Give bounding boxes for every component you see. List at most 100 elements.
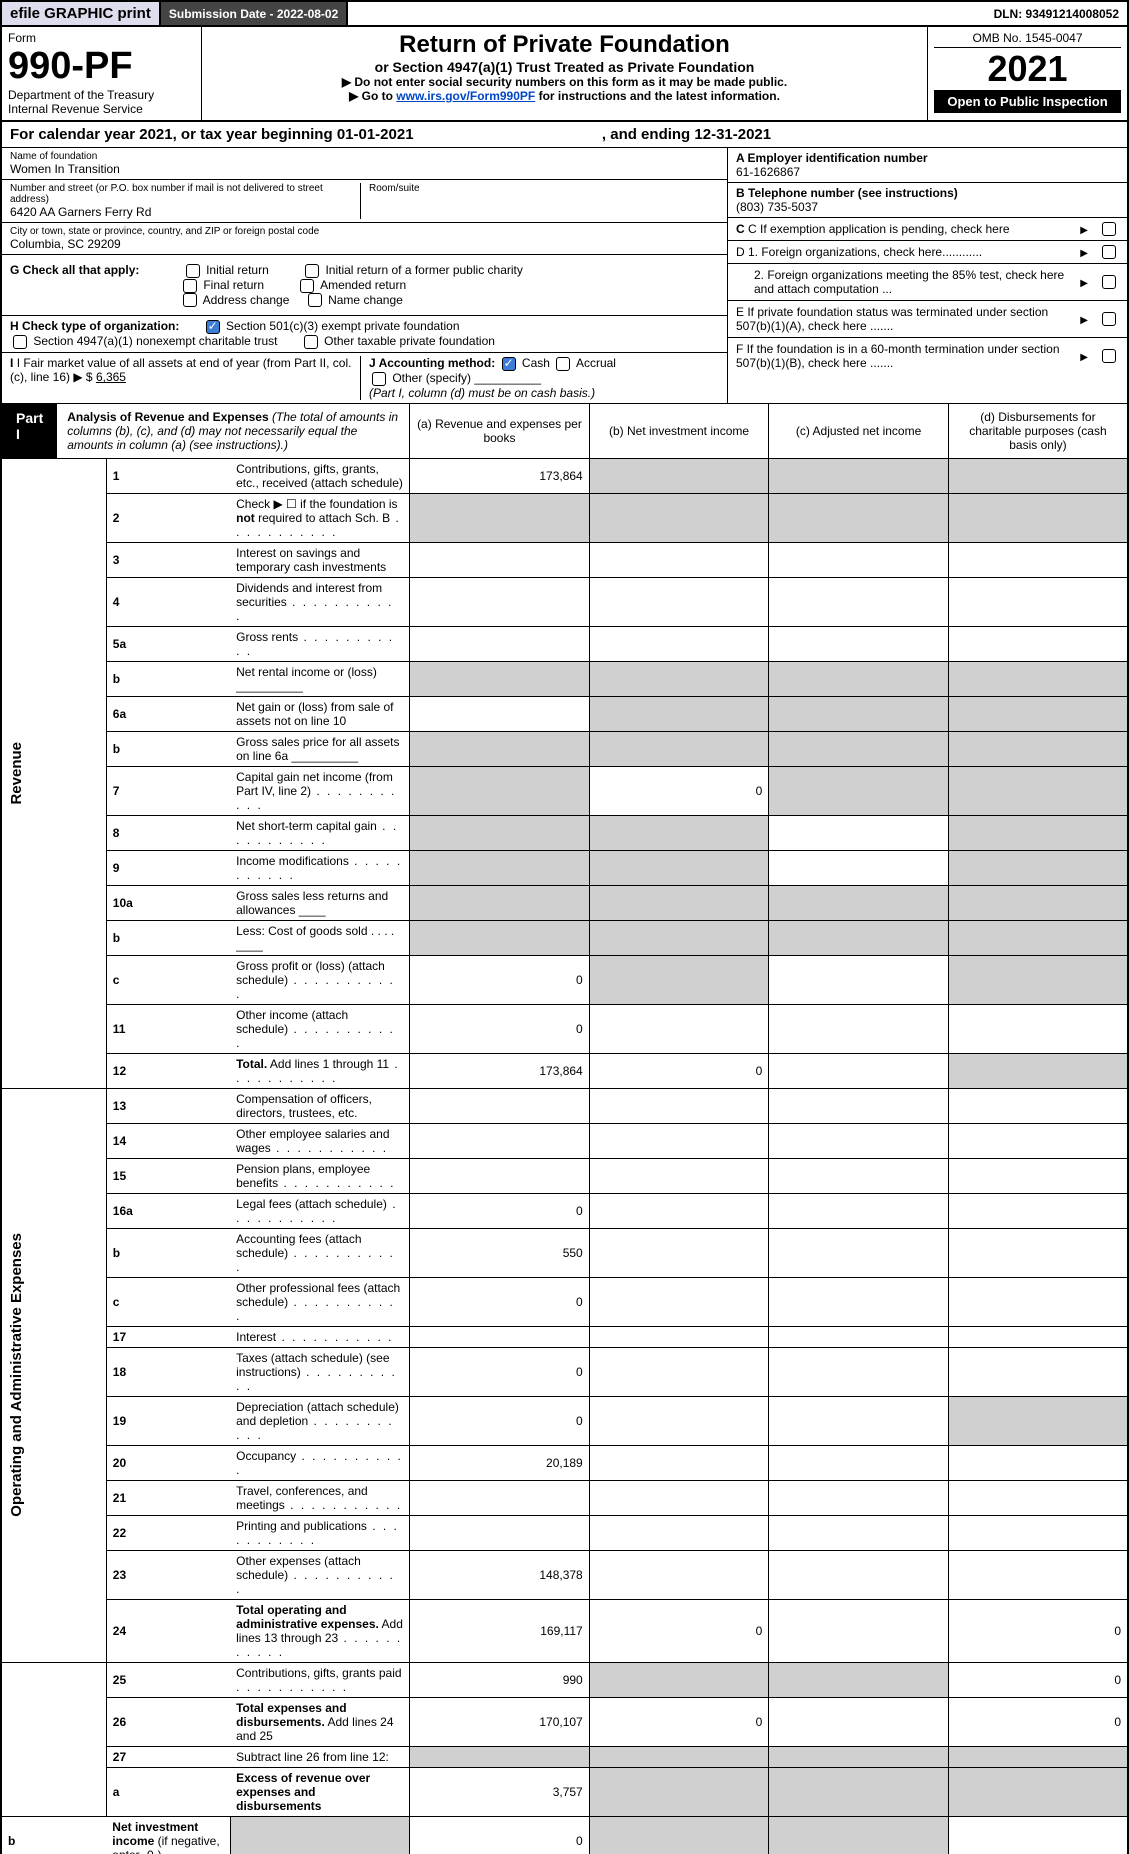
cell [769,458,949,493]
line-desc: Other income (attach schedule) [230,1004,410,1053]
instructions-link[interactable]: www.irs.gov/Form990PF [396,89,535,103]
cell [948,955,1128,1004]
cell [769,1662,949,1697]
cell [769,955,949,1004]
cell [948,696,1128,731]
h-label: H Check type of organization: [10,319,179,333]
form-number: 990-PF [8,45,195,88]
line-desc: Interest on savings and temporary cash i… [230,542,410,577]
line-number: 27 [106,1746,230,1767]
checkbox-other-method[interactable] [372,372,386,386]
cell: 0 [410,1277,590,1326]
cell: 170,107 [410,1697,590,1746]
cell [769,1515,949,1550]
cell [948,766,1128,815]
foundation-name: Women In Transition [10,162,719,176]
cell [769,1004,949,1053]
calendar-begin: 01-01-2021 [337,126,414,143]
checkbox-d1[interactable] [1102,245,1116,259]
cell [948,1396,1128,1445]
cell [948,1480,1128,1515]
line-number: 23 [106,1550,230,1599]
foundation-name-label: Name of foundation [10,151,719,162]
cell [589,1816,769,1854]
line-number: 25 [106,1662,230,1697]
line-desc: Total expenses and disbursements. Add li… [230,1697,410,1746]
line-number: 20 [106,1445,230,1480]
cell [769,1347,949,1396]
cell [948,1326,1128,1347]
dept-line1: Department of the Treasury [8,88,195,102]
efile-box: efile GRAPHIC print [2,2,161,25]
cell [769,1396,949,1445]
cell: 0 [410,1347,590,1396]
cell [589,1396,769,1445]
checkbox-other-taxable[interactable] [304,335,318,349]
cell [769,696,949,731]
line-number: b [106,661,230,696]
checkbox-e[interactable] [1102,312,1116,326]
city-value: Columbia, SC 29209 [10,237,719,251]
line-desc: Net short-term capital gain [230,815,410,850]
cell [948,542,1128,577]
cell [948,920,1128,955]
checkbox-4947a1[interactable] [13,335,27,349]
cell [589,731,769,766]
line-desc: Occupancy [230,1445,410,1480]
cell [948,577,1128,626]
i-label: I Fair market value of all assets at end… [10,356,351,384]
cell: 0 [410,955,590,1004]
cell [769,1445,949,1480]
page-title: Return of Private Foundation [212,31,917,59]
cell [769,1480,949,1515]
checkbox-initial-return[interactable] [186,264,200,278]
cell [948,458,1128,493]
cell [410,661,590,696]
col-b-header: (b) Net investment income [589,403,769,458]
checkbox-final-return[interactable] [183,279,197,293]
checkbox-d2[interactable] [1102,275,1116,289]
line-number: b [1,1816,106,1854]
revenue-side-label: Revenue [8,742,25,805]
checkbox-accrual[interactable] [556,357,570,371]
cell [769,1697,949,1746]
cell [769,766,949,815]
cell [769,731,949,766]
cell [948,1347,1128,1396]
checkbox-c[interactable] [1102,222,1116,236]
checkbox-name-change[interactable] [308,293,322,307]
cell: 173,864 [410,1053,590,1088]
cell [769,661,949,696]
cell [948,626,1128,661]
cell [410,850,590,885]
line-number: 10a [106,885,230,920]
cell: 0 [948,1662,1128,1697]
cell [948,1193,1128,1228]
checkbox-501c3[interactable] [206,320,220,334]
cell [589,1515,769,1550]
cell [589,1193,769,1228]
cell [948,731,1128,766]
cell [410,1746,590,1767]
checkbox-initial-former[interactable] [305,264,319,278]
cell [769,1193,949,1228]
a-value: 61-1626867 [736,165,800,179]
checkbox-f[interactable] [1102,349,1116,363]
cell [948,885,1128,920]
line-number: 17 [106,1326,230,1347]
line-number: 11 [106,1004,230,1053]
line-number: 19 [106,1396,230,1445]
col-c-header: (c) Adjusted net income [769,403,949,458]
line-desc: Net gain or (loss) from sale of assets n… [230,696,410,731]
cell [410,696,590,731]
checkbox-amended-return[interactable] [300,279,314,293]
line-number: 5a [106,626,230,661]
cell [410,626,590,661]
cell: 990 [410,1662,590,1697]
cell [948,1746,1128,1767]
checkbox-cash[interactable] [502,357,516,371]
cell [589,458,769,493]
checkbox-address-change[interactable] [183,293,197,307]
cell [948,1515,1128,1550]
cell [410,1326,590,1347]
